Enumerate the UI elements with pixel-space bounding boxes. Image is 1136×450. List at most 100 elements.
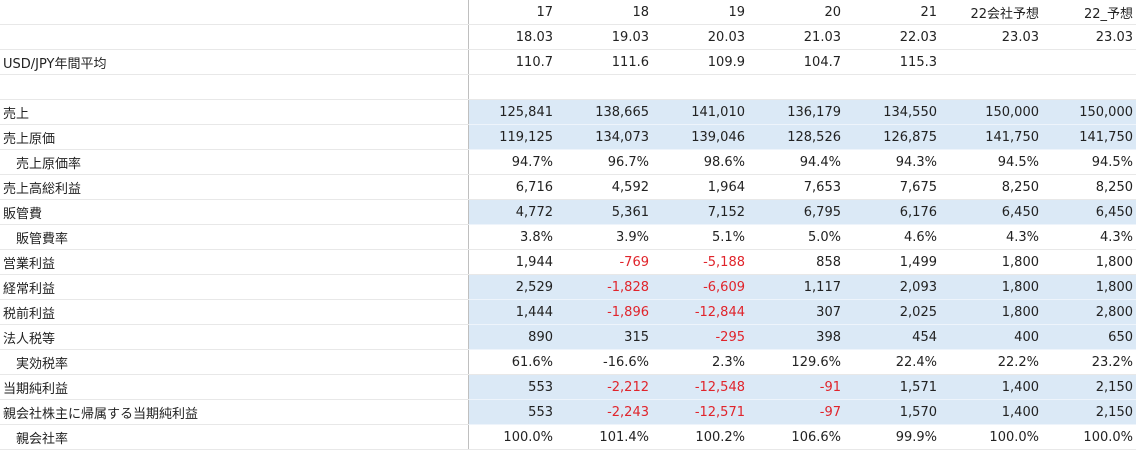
value-cell[interactable]: 1,800 bbox=[940, 249, 1042, 275]
value-cell[interactable]: 2,800 bbox=[1042, 299, 1136, 325]
value-cell[interactable]: 1,571 bbox=[844, 374, 940, 400]
value-cell[interactable]: 141,750 bbox=[940, 124, 1042, 150]
header-cell[interactable]: 22会社予想 bbox=[940, 0, 1042, 25]
value-cell[interactable]: 2.3% bbox=[652, 349, 748, 375]
value-cell[interactable]: 136,179 bbox=[748, 99, 844, 125]
value-cell[interactable]: 8,250 bbox=[1042, 174, 1136, 200]
value-cell[interactable]: 150,000 bbox=[1042, 99, 1136, 125]
value-cell[interactable]: 4,772 bbox=[468, 199, 556, 225]
header-cell[interactable]: 18 bbox=[556, 0, 652, 25]
value-cell[interactable]: 134,550 bbox=[844, 99, 940, 125]
value-cell[interactable]: 22.2% bbox=[940, 349, 1042, 375]
value-cell[interactable]: 398 bbox=[748, 324, 844, 350]
value-cell[interactable]: 104.7 bbox=[748, 49, 844, 75]
value-cell[interactable]: 94.3% bbox=[844, 149, 940, 175]
value-cell[interactable]: 6,716 bbox=[468, 174, 556, 200]
header-cell[interactable]: 23.03 bbox=[940, 24, 1042, 50]
value-cell[interactable]: 109.9 bbox=[652, 49, 748, 75]
row-label-cell[interactable]: 販管費 bbox=[0, 199, 469, 225]
value-cell[interactable]: 139,046 bbox=[652, 124, 748, 150]
value-cell[interactable]: 110.7 bbox=[468, 49, 556, 75]
value-cell[interactable] bbox=[652, 74, 748, 100]
value-cell[interactable]: -6,609 bbox=[652, 274, 748, 300]
value-cell[interactable]: -1,828 bbox=[556, 274, 652, 300]
value-cell[interactable]: -769 bbox=[556, 249, 652, 275]
value-cell[interactable]: 134,073 bbox=[556, 124, 652, 150]
value-cell[interactable]: 1,499 bbox=[844, 249, 940, 275]
value-cell[interactable]: -12,571 bbox=[652, 399, 748, 425]
value-cell[interactable]: -5,188 bbox=[652, 249, 748, 275]
value-cell[interactable]: -97 bbox=[748, 399, 844, 425]
value-cell[interactable]: 100.0% bbox=[1042, 424, 1136, 450]
value-cell[interactable]: 553 bbox=[468, 399, 556, 425]
header-cell[interactable]: 17 bbox=[468, 0, 556, 25]
value-cell[interactable]: 5,361 bbox=[556, 199, 652, 225]
value-cell[interactable]: 150,000 bbox=[940, 99, 1042, 125]
value-cell[interactable]: 1,800 bbox=[1042, 274, 1136, 300]
header-cell[interactable]: 22_予想 bbox=[1042, 0, 1136, 25]
value-cell[interactable]: 100.0% bbox=[940, 424, 1042, 450]
value-cell[interactable]: 138,665 bbox=[556, 99, 652, 125]
value-cell[interactable]: 129.6% bbox=[748, 349, 844, 375]
value-cell[interactable] bbox=[940, 74, 1042, 100]
header-cell[interactable]: 22.03 bbox=[844, 24, 940, 50]
header-cell[interactable]: 21 bbox=[844, 0, 940, 25]
value-cell[interactable]: 2,150 bbox=[1042, 374, 1136, 400]
value-cell[interactable]: 4.3% bbox=[940, 224, 1042, 250]
value-cell[interactable]: 128,526 bbox=[748, 124, 844, 150]
value-cell[interactable]: 111.6 bbox=[556, 49, 652, 75]
value-cell[interactable]: 8,250 bbox=[940, 174, 1042, 200]
value-cell[interactable]: 5.0% bbox=[748, 224, 844, 250]
value-cell[interactable]: 7,675 bbox=[844, 174, 940, 200]
row-label-cell[interactable] bbox=[0, 74, 469, 100]
value-cell[interactable] bbox=[468, 74, 556, 100]
value-cell[interactable]: 6,450 bbox=[940, 199, 1042, 225]
value-cell[interactable]: 94.4% bbox=[748, 149, 844, 175]
header-cell[interactable]: 19 bbox=[652, 0, 748, 25]
value-cell[interactable] bbox=[748, 74, 844, 100]
value-cell[interactable]: 23.2% bbox=[1042, 349, 1136, 375]
header-cell[interactable]: 20 bbox=[748, 0, 844, 25]
value-cell[interactable]: -12,844 bbox=[652, 299, 748, 325]
row-label-cell[interactable]: 売上原価率 bbox=[0, 149, 469, 175]
header-cell[interactable]: 18.03 bbox=[468, 24, 556, 50]
value-cell[interactable]: 307 bbox=[748, 299, 844, 325]
value-cell[interactable]: 7,152 bbox=[652, 199, 748, 225]
value-cell[interactable]: 1,444 bbox=[468, 299, 556, 325]
header-label-cell[interactable] bbox=[0, 0, 469, 25]
value-cell[interactable]: 94.5% bbox=[940, 149, 1042, 175]
value-cell[interactable]: 115.3 bbox=[844, 49, 940, 75]
value-cell[interactable]: -2,243 bbox=[556, 399, 652, 425]
row-label-cell[interactable]: 売上高総利益 bbox=[0, 174, 469, 200]
value-cell[interactable]: 1,964 bbox=[652, 174, 748, 200]
value-cell[interactable]: 1,117 bbox=[748, 274, 844, 300]
value-cell[interactable]: 4,592 bbox=[556, 174, 652, 200]
value-cell[interactable]: 94.7% bbox=[468, 149, 556, 175]
value-cell[interactable]: 1,800 bbox=[940, 299, 1042, 325]
value-cell[interactable]: 1,800 bbox=[940, 274, 1042, 300]
value-cell[interactable]: -2,212 bbox=[556, 374, 652, 400]
header-cell[interactable]: 23.03 bbox=[1042, 24, 1136, 50]
value-cell[interactable]: 98.6% bbox=[652, 149, 748, 175]
header-cell[interactable]: 19.03 bbox=[556, 24, 652, 50]
value-cell[interactable]: 4.3% bbox=[1042, 224, 1136, 250]
value-cell[interactable] bbox=[940, 49, 1042, 75]
row-label-cell[interactable]: 売上 bbox=[0, 99, 469, 125]
row-label-cell[interactable]: 経常利益 bbox=[0, 274, 469, 300]
row-label-cell[interactable]: 税前利益 bbox=[0, 299, 469, 325]
value-cell[interactable]: 4.6% bbox=[844, 224, 940, 250]
value-cell[interactable]: 141,750 bbox=[1042, 124, 1136, 150]
value-cell[interactable]: 1,400 bbox=[940, 399, 1042, 425]
value-cell[interactable]: 99.9% bbox=[844, 424, 940, 450]
value-cell[interactable]: 6,795 bbox=[748, 199, 844, 225]
value-cell[interactable]: 6,450 bbox=[1042, 199, 1136, 225]
value-cell[interactable]: 119,125 bbox=[468, 124, 556, 150]
value-cell[interactable]: 106.6% bbox=[748, 424, 844, 450]
value-cell[interactable]: 96.7% bbox=[556, 149, 652, 175]
value-cell[interactable]: 100.2% bbox=[652, 424, 748, 450]
value-cell[interactable] bbox=[844, 74, 940, 100]
header-label-cell[interactable] bbox=[0, 24, 469, 50]
value-cell[interactable]: -91 bbox=[748, 374, 844, 400]
value-cell[interactable]: 61.6% bbox=[468, 349, 556, 375]
value-cell[interactable]: 2,025 bbox=[844, 299, 940, 325]
